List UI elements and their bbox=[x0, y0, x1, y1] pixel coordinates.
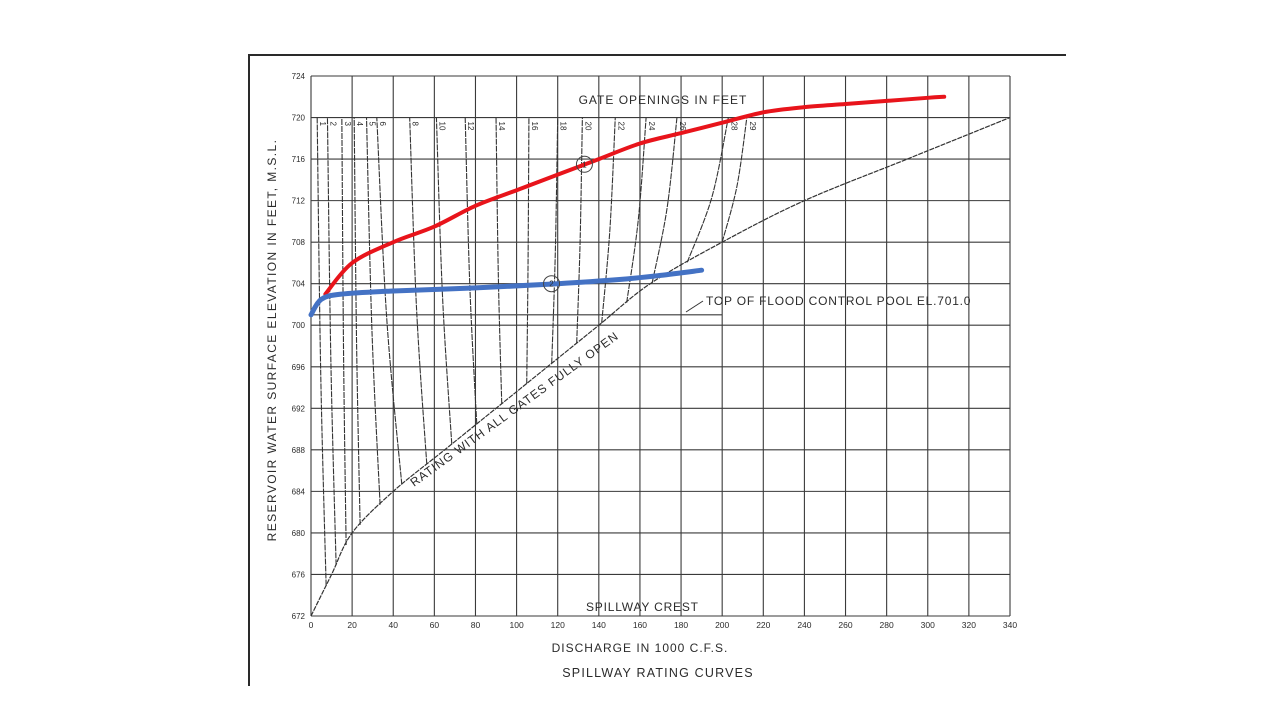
y-tick-label: 684 bbox=[292, 487, 306, 496]
x-tick-label: 120 bbox=[551, 620, 565, 630]
circled-marker-number: 1 bbox=[582, 160, 587, 169]
y-tick-label: 720 bbox=[292, 114, 306, 123]
gate-opening-labels: 1 2 3 4 5 6 8 10 12 14 16 18 20 22 24 26 28 29 bbox=[318, 122, 757, 131]
gate-curve-6 bbox=[376, 117, 403, 485]
spillway-crest-label: SPILLWAY CREST bbox=[586, 600, 699, 614]
gate-curve-3 bbox=[341, 117, 347, 546]
x-tick-label: 200 bbox=[715, 620, 729, 630]
gate-label-3: 3 bbox=[343, 122, 352, 127]
gate-label-22: 22 bbox=[616, 122, 625, 131]
gate-label-29: 29 bbox=[748, 122, 757, 131]
chart-title: SPILLWAY RATING CURVES bbox=[562, 666, 754, 680]
gate-label-8: 8 bbox=[411, 122, 420, 127]
flood-pool-label: TOP OF FLOOD CONTROL POOL EL.701.0 bbox=[706, 294, 971, 308]
circled-marker-1 bbox=[575, 155, 593, 173]
gate-curve-24 bbox=[626, 117, 647, 303]
gate-curve-28 bbox=[686, 117, 729, 263]
y-tick-label: 696 bbox=[292, 363, 306, 372]
gate-curve-2 bbox=[326, 117, 337, 566]
gate-label-12: 12 bbox=[466, 122, 475, 131]
y-tick-label: 672 bbox=[292, 612, 306, 621]
x-tick-label: 220 bbox=[756, 620, 770, 630]
flood-pool-leader-line bbox=[685, 300, 704, 313]
x-tick-label: 300 bbox=[921, 620, 935, 630]
gate-label-5: 5 bbox=[368, 122, 377, 127]
gate-openings-label: GATE OPENINGS IN FEET bbox=[579, 93, 748, 107]
gate-label-6: 6 bbox=[378, 122, 387, 127]
blue-highlight-curve bbox=[308, 267, 705, 318]
gate-label-4: 4 bbox=[355, 122, 364, 127]
gate-curve-22 bbox=[601, 117, 616, 323]
y-tick-label: 708 bbox=[292, 238, 306, 247]
circled-marker-number: 2 bbox=[549, 280, 554, 289]
gate-curve-5 bbox=[365, 117, 381, 505]
x-tick-label: 100 bbox=[509, 620, 523, 630]
y-tick-label: 704 bbox=[292, 280, 306, 289]
x-tick-label: 320 bbox=[962, 620, 976, 630]
x-tick-label: 40 bbox=[389, 620, 399, 630]
gate-curve-29 bbox=[721, 117, 748, 243]
circled-markers: 12 bbox=[543, 155, 593, 293]
circled-marker-2 bbox=[543, 275, 561, 293]
x-tick-label: 60 bbox=[430, 620, 440, 630]
gate-curve-18 bbox=[551, 117, 559, 364]
gate-label-2: 2 bbox=[328, 122, 337, 127]
gate-curve-10 bbox=[435, 117, 453, 445]
gate-curve-16 bbox=[526, 117, 530, 384]
grid-lines bbox=[310, 75, 1011, 617]
x-tick-label: 140 bbox=[592, 620, 606, 630]
gate-label-14: 14 bbox=[497, 122, 506, 131]
gate-curve-14 bbox=[495, 117, 503, 404]
y-tick-label: 688 bbox=[292, 446, 306, 455]
all-gates-open-label: RATING WITH ALL GATES FULLY OPEN bbox=[408, 329, 622, 490]
gate-curve-20 bbox=[576, 117, 583, 344]
x-tick-label: 280 bbox=[880, 620, 894, 630]
x-tick-label: 180 bbox=[674, 620, 688, 630]
gate-label-10: 10 bbox=[437, 122, 446, 131]
gate-curve-1 bbox=[316, 117, 327, 586]
scan-frame-left-border bbox=[248, 56, 250, 686]
gate-label-20: 20 bbox=[583, 122, 592, 131]
gate-label-1: 1 bbox=[318, 122, 327, 127]
y-axis-ticks: 672 676 680 684 688 692 696 700 704 708 712 716 720 7… bbox=[292, 72, 306, 621]
y-tick-label: 712 bbox=[292, 197, 306, 206]
x-tick-label: 0 bbox=[309, 620, 314, 630]
x-axis-ticks: 0 20 40 60 80 100 120 140 160 180 200 220 240 260 280 3… bbox=[309, 620, 1018, 630]
x-tick-label: 80 bbox=[471, 620, 481, 630]
x-tick-label: 20 bbox=[347, 620, 357, 630]
red-highlight-curve bbox=[323, 94, 947, 297]
x-tick-label: 340 bbox=[1003, 620, 1017, 630]
x-axis-label: DISCHARGE IN 1000 C.F.S. bbox=[552, 641, 729, 655]
x-tick-label: 240 bbox=[797, 620, 811, 630]
y-tick-label: 716 bbox=[292, 155, 306, 164]
gate-curve-4 bbox=[353, 117, 361, 525]
y-tick-label: 676 bbox=[292, 570, 306, 579]
gate-label-28: 28 bbox=[729, 122, 738, 131]
y-tick-label: 700 bbox=[292, 321, 306, 330]
y-axis-label: RESERVOIR WATER SURFACE ELEVATION IN FEE… bbox=[265, 139, 279, 542]
all-gates-open-curve bbox=[310, 116, 1011, 617]
gate-label-18: 18 bbox=[559, 122, 568, 131]
y-tick-label: 692 bbox=[292, 404, 306, 413]
x-tick-label: 260 bbox=[838, 620, 852, 630]
gate-label-16: 16 bbox=[530, 122, 539, 131]
y-tick-label: 724 bbox=[292, 72, 306, 81]
gate-curve-26 bbox=[651, 117, 678, 283]
gate-curve-8 bbox=[409, 117, 428, 465]
gate-label-26: 26 bbox=[678, 122, 687, 131]
gate-label-24: 24 bbox=[647, 122, 656, 131]
scan-frame-top-border bbox=[248, 54, 1066, 56]
x-tick-label: 160 bbox=[633, 620, 647, 630]
y-tick-label: 680 bbox=[292, 529, 306, 538]
gate-opening-curves bbox=[316, 117, 748, 586]
